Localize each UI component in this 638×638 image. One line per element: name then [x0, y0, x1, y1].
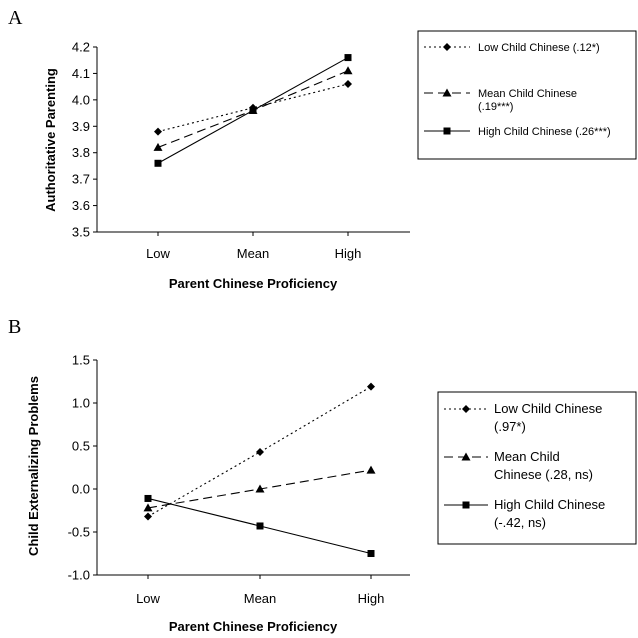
y-tick-label: 3.7 — [72, 172, 90, 187]
y-tick-label: 0.0 — [72, 482, 90, 497]
legend-label: Low Child Chinese (.12*) — [478, 42, 600, 54]
legend-marker-diamond — [462, 405, 470, 413]
y-tick-label: 3.5 — [72, 225, 90, 240]
x-tick-label: High — [358, 591, 385, 606]
x-tick-label: Mean — [244, 591, 277, 606]
y-tick-label: 1.0 — [72, 396, 90, 411]
y-tick-label: -0.5 — [68, 525, 90, 540]
data-point-diamond — [367, 382, 375, 391]
data-point-triangle — [343, 66, 353, 75]
panel-b-letter: B — [8, 316, 21, 338]
data-point-square — [344, 54, 352, 62]
legend-label: High Child Chinese (-.42, ns) — [494, 497, 605, 530]
y-tick-label: 3.8 — [72, 145, 90, 160]
panel-a-letter: A — [8, 7, 23, 29]
data-point-square — [144, 494, 152, 502]
data-point-triangle — [143, 503, 153, 512]
data-point-triangle — [255, 484, 265, 493]
data-point-diamond — [344, 80, 352, 88]
panel-a-legend — [417, 30, 637, 160]
x-tick-label: Mean — [237, 246, 270, 261]
y-tick-label: 3.9 — [72, 119, 90, 134]
x-tick-label: Low — [146, 246, 170, 261]
panel-a-axes — [96, 47, 410, 233]
panel-a: A 3.5 3.6 3.7 3.8 3.9 4.0 4.1 4.2 Low Mean High P… — [8, 7, 637, 291]
panel-b-x-axis-title: Parent Chinese Proficiency — [169, 619, 338, 634]
panel-a-series — [153, 54, 353, 167]
data-point-diamond — [144, 512, 152, 521]
panel-b-axes — [96, 360, 410, 576]
data-point-square — [249, 106, 257, 114]
legend-marker-triangle — [442, 88, 452, 97]
legend-label: High Child Chinese (.26***) — [478, 126, 611, 138]
panel-b-x-ticks: Low Mean High — [136, 575, 384, 606]
panel-a-legend-entries: Low Child Chinese (.12*) Mean Child Chine… — [424, 42, 611, 138]
y-tick-label: 4.0 — [72, 92, 90, 107]
data-point-triangle — [153, 142, 163, 151]
panel-b-y-ticks: -1.0 -0.5 0.0 0.5 1.0 1.5 — [68, 353, 97, 583]
data-point-triangle — [366, 465, 376, 474]
y-tick-label: 0.5 — [72, 439, 90, 454]
data-point-square — [367, 550, 375, 557]
y-tick-label: 4.2 — [72, 40, 90, 55]
y-tick-label: -1.0 — [68, 568, 90, 583]
legend-label: Low Child Chinese (.97*) — [494, 401, 602, 434]
panel-b-y-axis-title: Child Externalizing Problems — [26, 376, 41, 556]
series-line-diamond — [147, 386, 372, 517]
panel-a-y-axis-title: Authoritative Parenting — [43, 68, 58, 212]
legend-marker-diamond — [443, 43, 451, 51]
panel-b-legend-entries: Low Child Chinese (.97*) Mean Child Chinese… — [444, 401, 605, 530]
data-point-square — [154, 159, 162, 167]
panel-b-series — [143, 382, 376, 557]
legend-marker-square — [462, 501, 470, 509]
x-tick-label: Low — [136, 591, 160, 606]
legend-marker-triangle — [461, 452, 471, 461]
data-point-square — [256, 522, 264, 530]
legend-marker-square — [443, 127, 451, 135]
y-tick-label: 3.6 — [72, 198, 90, 213]
data-point-diamond — [154, 127, 162, 136]
panel-b: B -1.0 -0.5 0.0 0.5 1.0 1.5 Low Mean High Paren… — [8, 316, 637, 634]
y-tick-label: 1.5 — [72, 353, 90, 368]
panel-b-legend — [437, 391, 637, 545]
panel-a-y-ticks: 3.5 3.6 3.7 3.8 3.9 4.0 4.1 4.2 — [72, 40, 97, 240]
legend-label: Mean Child Chinese (.28, ns) — [494, 449, 593, 482]
data-point-diamond — [256, 448, 264, 457]
x-tick-label: High — [335, 246, 362, 261]
legend-label: Mean Child Chinese (.19***) — [478, 88, 577, 113]
y-tick-label: 4.1 — [72, 66, 90, 81]
panel-a-x-axis-title: Parent Chinese Proficiency — [169, 276, 338, 291]
panel-a-x-ticks: Low Mean High — [146, 232, 361, 261]
